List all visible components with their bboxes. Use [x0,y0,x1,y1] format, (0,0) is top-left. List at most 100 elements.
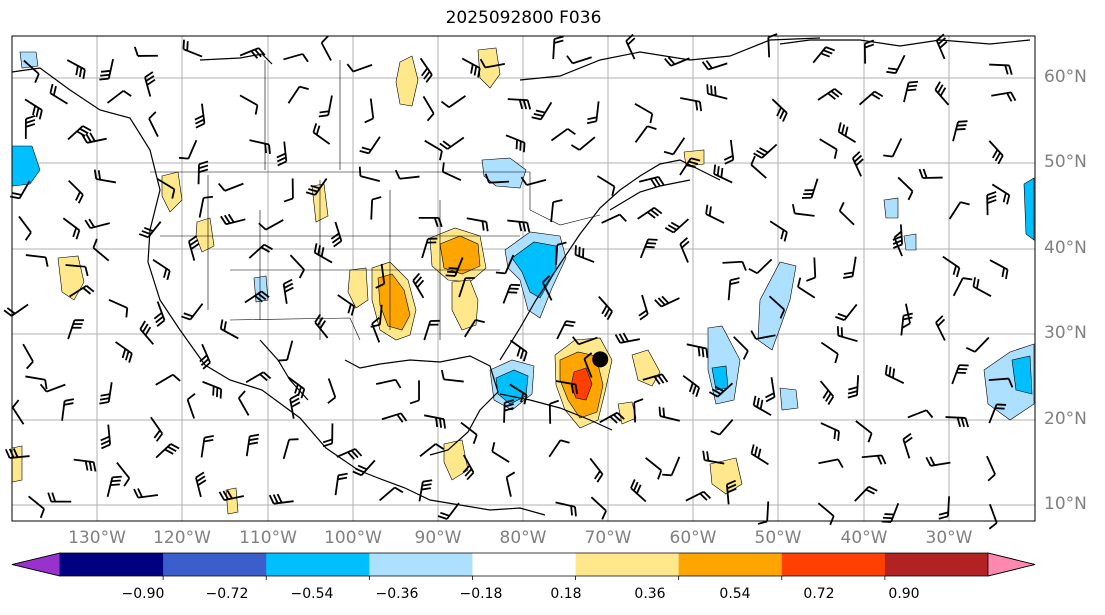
wind-barb [277,340,294,362]
wind-barb [67,319,84,340]
wind-barb [22,343,34,370]
wind-barb [495,254,515,275]
wind-barb [25,375,48,390]
wind-barb [948,201,970,220]
lon-label: 130°W [68,528,126,548]
contour-positive [11,445,23,483]
contour-negative [511,241,557,299]
colorbar-tick-label: −0.36 [375,586,419,602]
wind-barb [679,157,701,176]
wind-barb [820,422,840,441]
colorbar-tick-label: −0.54 [290,586,334,602]
contour-negative [253,275,269,303]
wind-barb [986,191,997,216]
wind-barb [701,60,728,71]
colorbar-extend-low [11,552,61,577]
wind-barb [797,277,816,299]
wind-barb [769,220,788,242]
wind-barb [144,71,156,97]
wind-barb [282,278,294,304]
wind-barb [664,218,690,234]
wind-barb [418,216,443,228]
colorbar-segment [678,553,783,576]
wind-barbs [3,33,1017,530]
wind-barb [900,312,913,336]
wind-barb [66,59,86,80]
wind-barb [313,243,333,264]
wind-barb [548,439,570,458]
wind-barb [258,219,284,231]
wind-barb [748,258,773,275]
wind-barb [903,80,919,103]
wind-barb [218,489,244,501]
lat-label: 60°N [1044,67,1087,87]
wind-barb [424,414,446,429]
wind-barb [541,275,553,301]
wind-barb [705,204,725,224]
wind-barb [282,438,299,460]
colorbar-tick-label: 0.18 [550,586,582,602]
contour-negative [779,387,799,411]
wind-barb [642,373,669,385]
wind-barb [942,255,961,278]
colorbar-segment [781,553,886,576]
wind-barb [583,352,593,378]
wind-barb [244,290,270,304]
wind-barb [220,213,246,226]
lon-label: 70°W [584,528,632,548]
contour-negative [19,51,39,69]
wind-barb [239,94,259,115]
wind-barb [907,409,934,419]
wind-barb [645,457,663,480]
wind-barb [133,46,158,57]
wind-barb [81,132,107,144]
wind-barb [818,458,844,469]
wind-barb [817,88,843,101]
wind-barb [572,336,598,346]
wind-barb [419,57,433,83]
wind-barb [100,424,112,450]
wind-barb [935,315,946,341]
wind-barb [239,47,266,59]
lat-label: 40°N [1044,238,1087,258]
wind-barb [99,58,114,81]
colorbar-segment [163,553,267,576]
contour-negative [883,197,899,219]
lon-label: 30°W [925,528,973,548]
wind-barb [952,120,968,142]
wind-barb [375,378,402,389]
wind-barb [750,330,776,340]
wind-barb [381,412,408,423]
contour-positive [395,55,419,107]
wind-barb [150,416,164,442]
wind-barb [685,490,712,502]
wind-barb [614,332,641,344]
wind-barb [555,241,567,265]
wind-barb [24,98,43,120]
wind-barb [509,339,528,362]
wind-barb [843,256,857,279]
wind-barb [424,139,443,161]
wind-barb [505,471,516,497]
wind-barb [819,138,838,159]
lat-label: 10°N [1044,494,1087,514]
wind-barb [938,496,951,520]
wind-barb [886,54,906,75]
wind-barb [884,364,905,385]
wind-barb [358,166,380,183]
wind-barb [182,39,203,58]
wind-barb [507,98,532,110]
wind-barb [812,46,836,64]
wind-barb [509,383,528,405]
wind-barb [791,203,815,217]
wind-barb [531,101,553,121]
wind-barb [630,479,647,503]
wind-barb [935,33,948,60]
wind-barb [418,479,433,502]
wind-barb [318,95,333,118]
wind-barb [194,103,206,129]
lon-label: 80°W [499,528,547,548]
wind-barb [802,178,819,199]
wind-barb [421,237,438,259]
wind-barb [901,303,911,329]
